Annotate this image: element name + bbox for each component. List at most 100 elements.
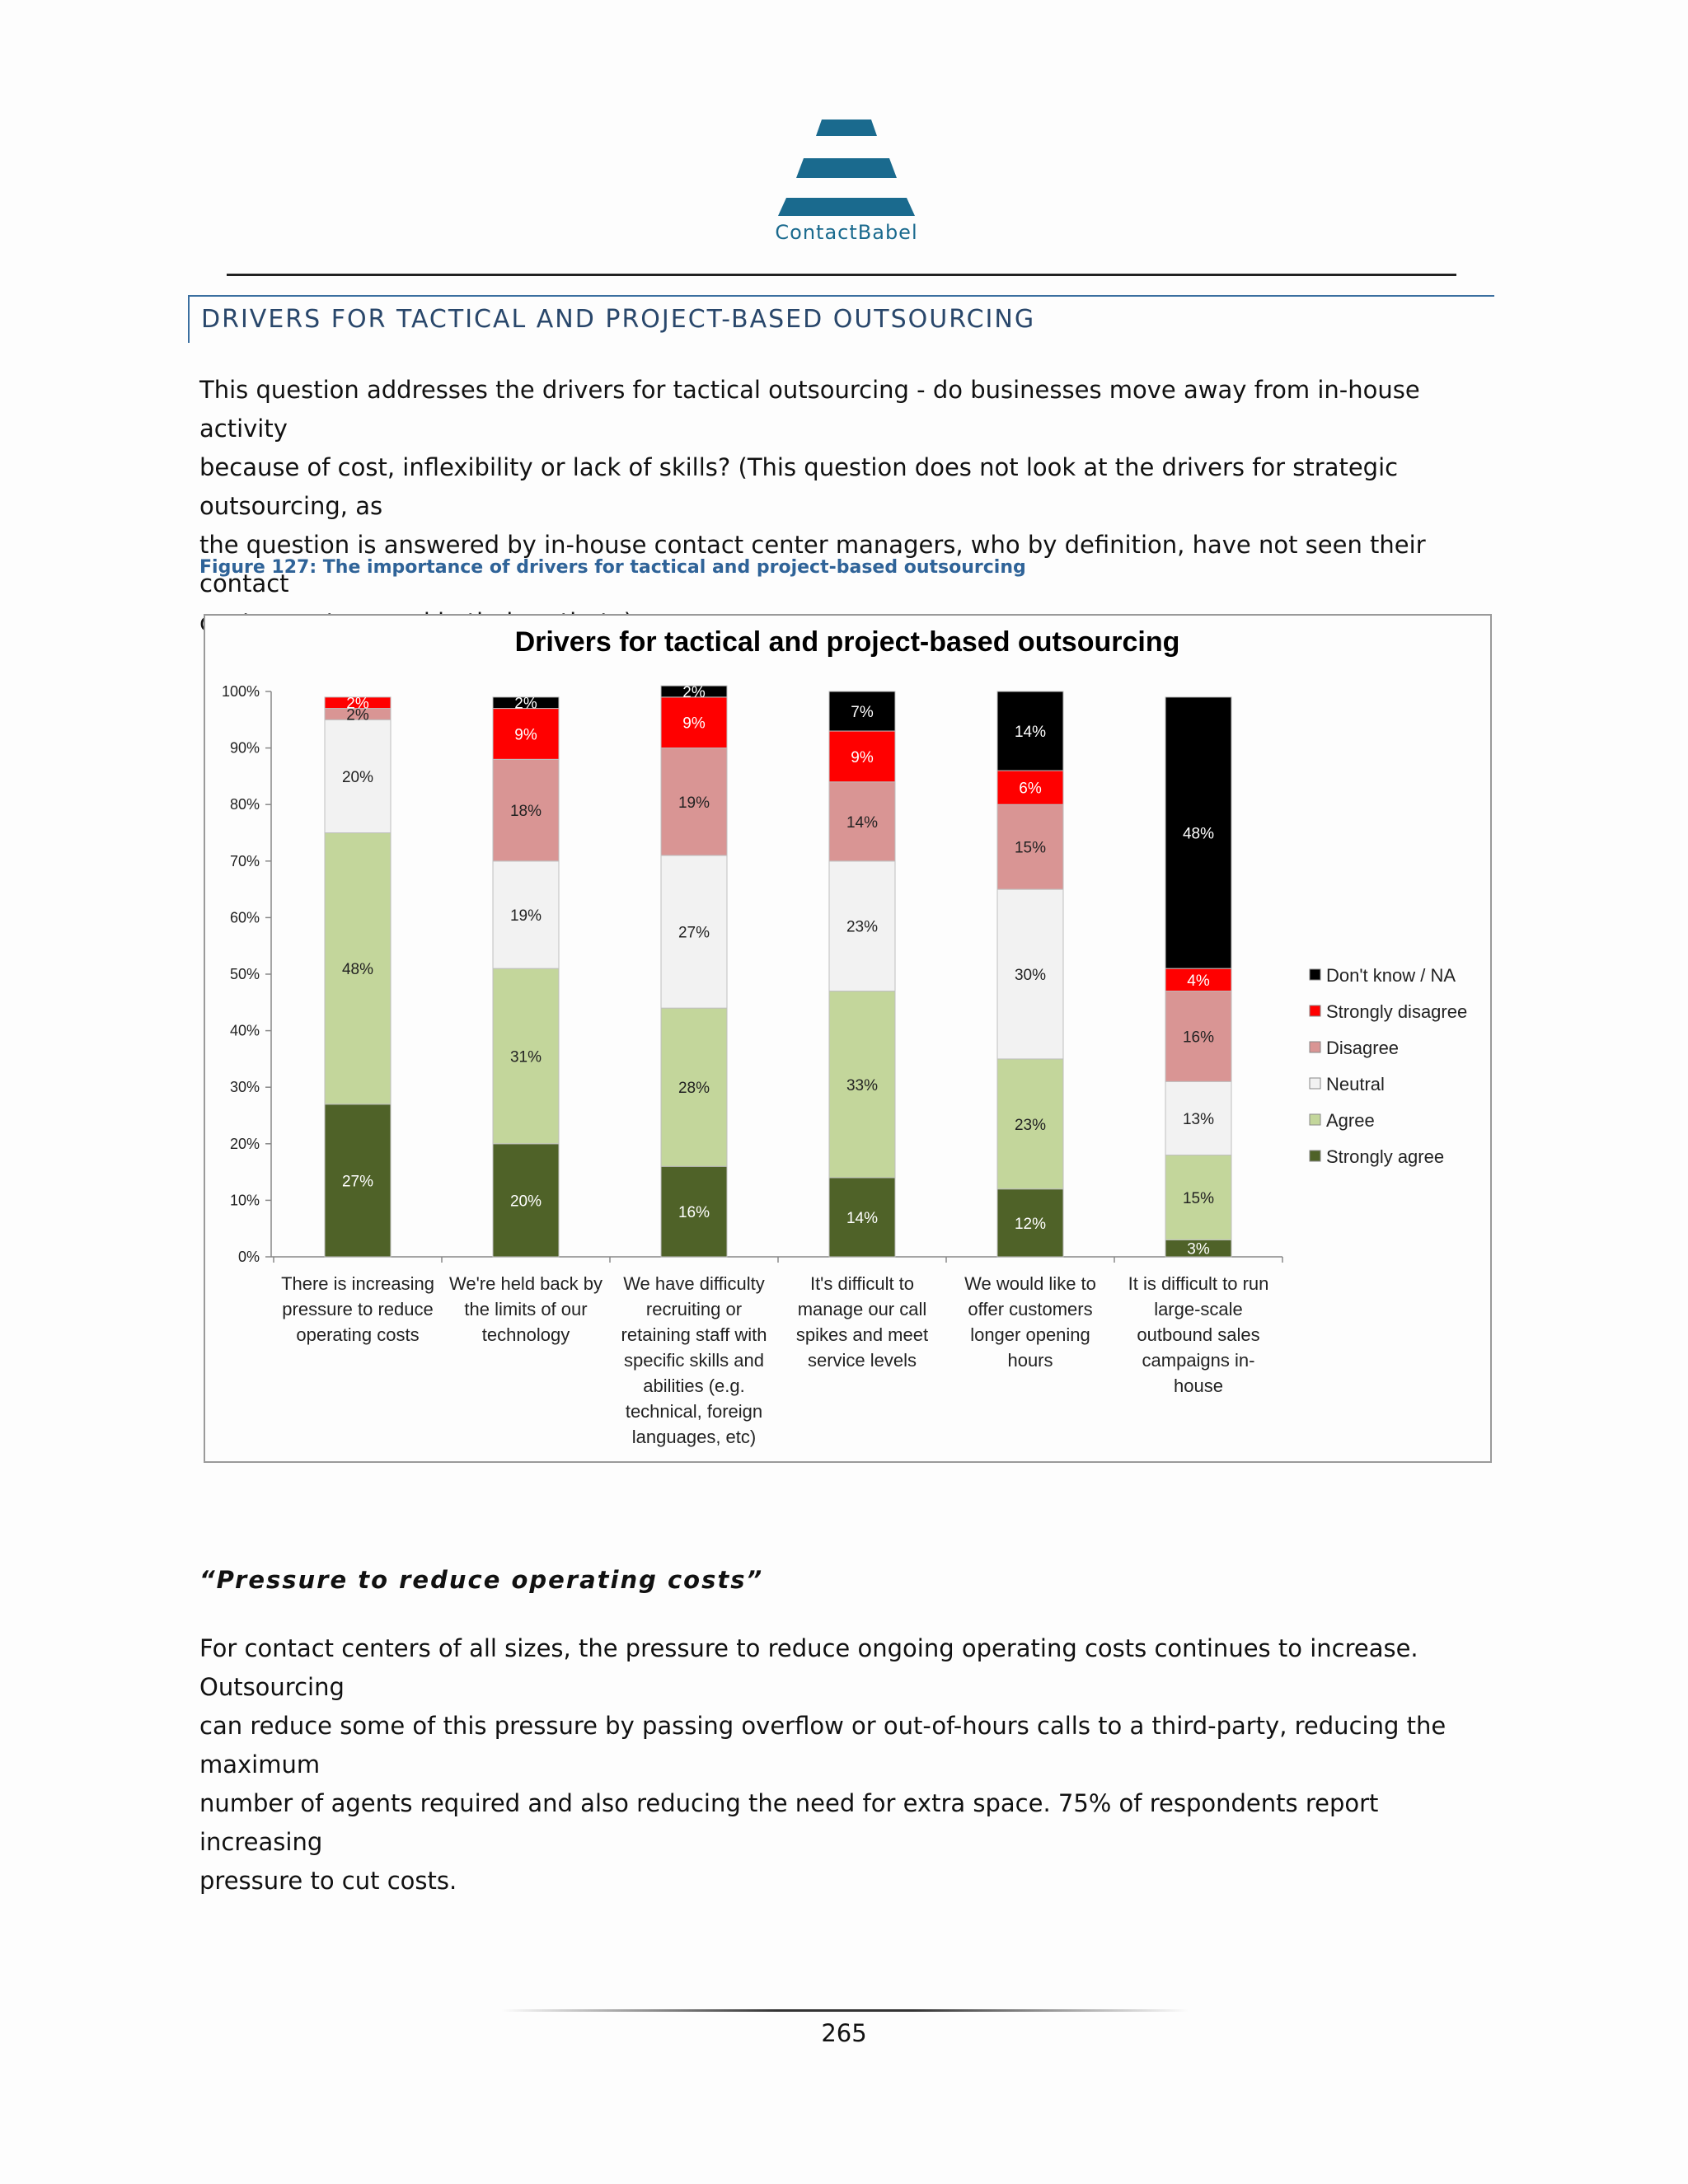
bar-segment (1165, 991, 1232, 1082)
data-label: 16% (1183, 1029, 1214, 1046)
x-category-label: pressure to reduce (282, 1299, 433, 1319)
x-category-label: house (1174, 1376, 1223, 1396)
legend-label: Strongly disagree (1326, 1001, 1467, 1022)
x-category-label: We have difficulty (623, 1273, 765, 1294)
data-label: 9% (682, 715, 706, 733)
x-category-label: It is difficult to run (1128, 1273, 1269, 1294)
bar-segment (324, 1104, 392, 1258)
bar-segment (1165, 1080, 1232, 1156)
x-category-label: We would like to (964, 1273, 1096, 1294)
x-category-label: We're held back by (449, 1273, 603, 1294)
intro-line: This question addresses the drivers for … (199, 376, 1420, 443)
bar-segment (660, 696, 728, 749)
section-heading: DRIVERS FOR TACTICAL AND PROJECT-BASED O… (188, 295, 1494, 343)
data-label: 14% (1015, 724, 1046, 741)
body-paragraph: For contact centers of all sizes, the pr… (199, 1629, 1502, 1900)
bar-segment (660, 855, 728, 1009)
x-category-label: spikes and meet (796, 1324, 928, 1345)
header-rule (227, 274, 1456, 276)
bar-segment (996, 1058, 1064, 1190)
data-label: 28% (678, 1080, 710, 1097)
y-tick-label: 80% (230, 796, 260, 813)
bar-segment (828, 1177, 896, 1258)
stacked-bar-chart: Drivers for tactical and project-based o… (222, 626, 1467, 1447)
section-title: DRIVERS FOR TACTICAL AND PROJECT-BASED O… (201, 305, 1036, 334)
bar-segment (996, 804, 1064, 890)
data-label: 2% (682, 684, 706, 701)
x-category-label: outbound sales (1137, 1324, 1259, 1345)
data-label: 14% (846, 1210, 878, 1227)
y-tick-label: 20% (230, 1136, 260, 1152)
bar-segment (324, 719, 392, 833)
data-label: 33% (846, 1077, 878, 1094)
data-label: 3% (1187, 1241, 1210, 1258)
legend-swatch (1309, 1005, 1321, 1017)
x-category-label: campaigns in- (1142, 1350, 1255, 1371)
y-tick-label: 0% (238, 1249, 260, 1265)
data-label: 23% (1015, 1117, 1046, 1134)
bar-segment (660, 748, 728, 856)
legend-swatch (1309, 968, 1321, 981)
data-label: 15% (1183, 1190, 1214, 1207)
intro-line: the question is answered by in-house con… (199, 531, 1426, 598)
figure-caption: Figure 127: The importance of drivers fo… (199, 557, 1026, 578)
legend-label: Disagree (1326, 1038, 1399, 1058)
data-label: 48% (342, 961, 373, 978)
x-category-label: retaining staff with (621, 1324, 767, 1345)
page-number: 265 (821, 2019, 867, 2047)
x-category-label: operating costs (296, 1324, 419, 1345)
legend-swatch (1309, 1041, 1321, 1053)
x-category-label: specific skills and (624, 1350, 764, 1371)
data-label: 19% (510, 907, 542, 925)
body-line: can reduce some of this pressure by pass… (199, 1712, 1447, 1779)
y-tick-label: 100% (222, 683, 260, 700)
data-label: 48% (1183, 826, 1214, 843)
x-category-label: recruiting or (646, 1299, 742, 1319)
x-category-label: abilities (e.g. (643, 1376, 745, 1396)
body-line: For contact centers of all sizes, the pr… (199, 1634, 1418, 1701)
logo-text: ContactBabel (775, 221, 918, 244)
data-label: 30% (1015, 967, 1046, 984)
data-label: 20% (342, 769, 373, 786)
data-label: 23% (846, 919, 878, 936)
data-label: 31% (510, 1048, 542, 1066)
x-category-label: large-scale (1154, 1299, 1243, 1319)
bar-segment (492, 1143, 560, 1258)
contactbabel-logo: ContactBabel (752, 115, 941, 255)
bar-segment (828, 781, 896, 862)
bar-segment (324, 696, 392, 710)
data-label: 16% (678, 1204, 710, 1221)
bar-segment (828, 730, 896, 783)
legend-label: Strongly agree (1326, 1146, 1444, 1167)
bar-segment (660, 685, 728, 698)
data-label: 20% (510, 1193, 542, 1210)
data-label: 2% (346, 696, 369, 713)
bar-segment (492, 696, 560, 710)
x-category-label: languages, etc) (632, 1427, 756, 1447)
bar-segment (492, 708, 560, 760)
data-label: 2% (514, 696, 537, 713)
bar-segment (492, 758, 560, 862)
data-label: 18% (510, 803, 542, 820)
x-category-label: There is increasing (281, 1273, 434, 1294)
data-label: 6% (1019, 780, 1042, 798)
legend-swatch (1309, 1150, 1321, 1162)
data-label: 27% (678, 925, 710, 942)
chart-frame: Drivers for tactical and project-based o… (204, 614, 1492, 1463)
x-category-label: technology (482, 1324, 570, 1345)
bar-segment (996, 888, 1064, 1060)
data-label: 13% (1183, 1111, 1214, 1128)
x-category-label: technical, foreign (626, 1401, 762, 1422)
data-label: 2% (346, 706, 369, 724)
x-category-label: the limits of our (464, 1299, 587, 1319)
bar-segment (1165, 1155, 1232, 1240)
y-tick-label: 40% (230, 1023, 260, 1039)
y-tick-label: 60% (230, 909, 260, 926)
body-line: number of agents required and also reduc… (199, 1789, 1379, 1856)
bar-segment (828, 860, 896, 992)
legend-swatch (1309, 1113, 1321, 1126)
x-category-label: service levels (808, 1350, 917, 1371)
bar-segment (492, 860, 560, 969)
chart-title: Drivers for tactical and project-based o… (515, 626, 1180, 658)
legend-label: Neutral (1326, 1074, 1385, 1094)
